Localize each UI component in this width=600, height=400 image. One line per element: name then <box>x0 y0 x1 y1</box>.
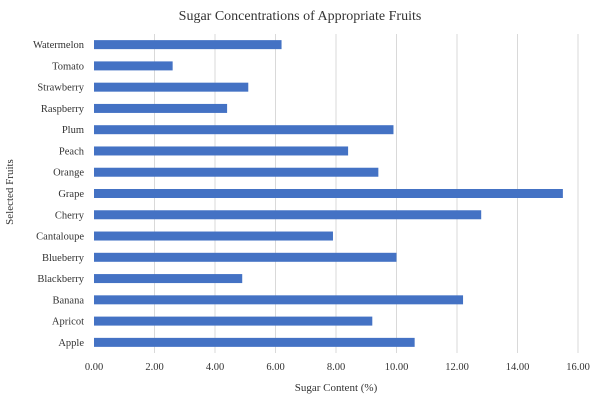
y-tick-label: Apricot <box>52 317 84 328</box>
y-tick-label: Apple <box>58 338 84 349</box>
x-tick-label: 4.00 <box>206 362 224 373</box>
bar-tomato <box>94 61 173 71</box>
bar-strawberry <box>94 82 249 92</box>
x-tick-label: 14.00 <box>506 362 530 373</box>
bars <box>94 40 563 347</box>
bar-blueberry <box>94 252 397 262</box>
y-tick-label: Peach <box>59 146 85 157</box>
bar-banana <box>94 295 464 305</box>
x-tick-label: 10.00 <box>385 362 409 373</box>
bar-peach <box>94 146 349 156</box>
y-tick-label: Strawberry <box>37 83 84 94</box>
y-axis-label: Selected Fruits <box>4 159 16 225</box>
bar-orange <box>94 167 379 177</box>
y-tick-label: Grape <box>58 189 84 200</box>
chart-title: Sugar Concentrations of Appropriate Frui… <box>179 9 422 24</box>
y-tick-label: Raspberry <box>41 104 85 115</box>
bar-apricot <box>94 316 373 326</box>
y-tick-label: Watermelon <box>33 40 85 51</box>
y-tick-label: Cherry <box>55 210 85 221</box>
bar-raspberry <box>94 103 228 113</box>
x-axis-label: Sugar Content (%) <box>295 382 378 394</box>
x-tick-label: 8.00 <box>327 362 345 373</box>
x-tick-label: 12.00 <box>445 362 469 373</box>
y-tick-label: Cantaloupe <box>36 232 84 243</box>
x-tick-labels: 0.00 2.00 4.00 6.00 8.00 10.00 12.00 14.00 16.00 <box>85 362 590 373</box>
bar-cherry <box>94 210 482 220</box>
y-tick-label: Blackberry <box>37 274 84 285</box>
y-tick-label: Blueberry <box>42 253 85 264</box>
y-tick-label: Orange <box>53 168 84 179</box>
bar-watermelon <box>94 40 282 50</box>
y-tick-label: Banana <box>53 295 85 306</box>
bar-blackberry <box>94 274 243 284</box>
bar-grape <box>94 189 563 198</box>
x-tick-label: 0.00 <box>85 362 103 373</box>
x-tick-label: 6.00 <box>266 362 284 373</box>
y-tick-label: Plum <box>62 125 84 136</box>
y-tick-labels: Apple Apricot Banana Blackberry Blueberry Can… <box>33 40 85 349</box>
x-tick-label: 2.00 <box>145 362 163 373</box>
bar-plum <box>94 125 394 135</box>
bar-apple <box>94 337 415 347</box>
x-tick-label: 16.00 <box>566 362 590 373</box>
bar-cantaloupe <box>94 231 333 241</box>
y-tick-label: Tomato <box>52 61 84 72</box>
